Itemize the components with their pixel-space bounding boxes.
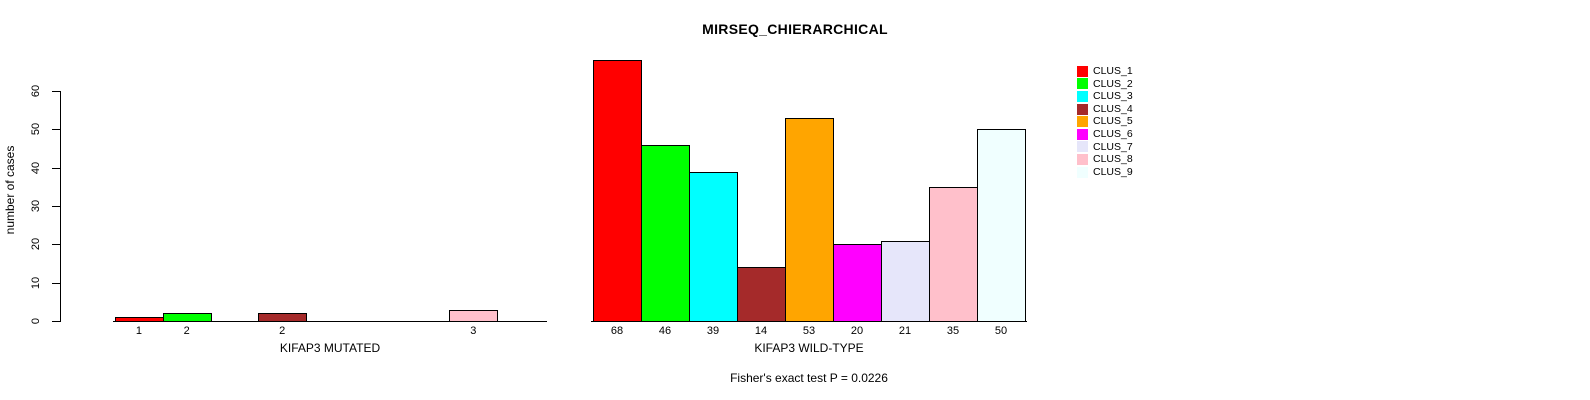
- y-axis-tick-label: 10: [30, 276, 42, 289]
- legend-swatch: [1077, 103, 1088, 115]
- bar-right-clus_9: [977, 129, 1026, 322]
- bar-label: 46: [658, 325, 672, 337]
- y-axis-tick: [52, 129, 60, 131]
- bar-label: 14: [754, 325, 768, 337]
- legend-label: CLUS_1: [1093, 65, 1133, 77]
- legend-label: CLUS_2: [1093, 77, 1133, 90]
- legend-item: CLUS_7: [1077, 141, 1133, 154]
- y-axis-tick: [52, 244, 60, 246]
- legend-swatch: [1077, 65, 1088, 77]
- bar-label: 1: [135, 325, 142, 337]
- bar-label: 39: [706, 325, 720, 337]
- legend-label: CLUS_4: [1093, 102, 1133, 115]
- bar-right-clus_2: [641, 144, 690, 322]
- y-axis-tick-label: 30: [30, 199, 42, 213]
- y-axis-tick: [52, 321, 60, 322]
- bar-label: 50: [994, 325, 1008, 337]
- chart-title: MIRSEQ_CHIERARCHICAL: [702, 21, 888, 37]
- legend-item: CLUS_1: [1077, 65, 1133, 78]
- bar-label: 20: [850, 325, 864, 337]
- legend-label: CLUS_6: [1093, 127, 1133, 140]
- bar-right-clus_8: [929, 186, 978, 322]
- y-axis-tick-label: 50: [30, 123, 42, 136]
- legend-label: CLUS_5: [1093, 115, 1133, 128]
- bar-label: 68: [610, 325, 624, 337]
- bar-right-clus_1: [593, 60, 642, 322]
- legend-label: CLUS_8: [1093, 153, 1133, 166]
- bar-left-clus_4: [258, 313, 308, 322]
- x-axis-title-mutated: KIFAP3 MUTATED: [279, 341, 381, 355]
- legend-swatch: [1077, 116, 1088, 128]
- bar-label: 2: [279, 325, 286, 337]
- y-axis-tick-label: 20: [30, 238, 42, 251]
- stat-test-caption: Fisher's exact test P = 0.0226: [730, 371, 888, 385]
- legend-item: CLUS_8: [1077, 153, 1133, 166]
- legend-swatch: [1077, 141, 1088, 153]
- bar-left-clus_2: [162, 313, 212, 322]
- legend-swatch: [1077, 128, 1088, 140]
- legend-item: CLUS_3: [1077, 90, 1133, 103]
- bar-right-clus_6: [833, 244, 882, 322]
- bar-left-clus_8: [449, 309, 499, 322]
- y-axis-line: [60, 91, 61, 322]
- y-axis-tick-label: 40: [30, 161, 42, 174]
- bar-label: 2: [183, 325, 190, 337]
- legend-item: CLUS_6: [1077, 128, 1133, 141]
- legend-label: CLUS_7: [1093, 140, 1133, 153]
- y-axis-tick: [52, 282, 60, 284]
- legend-label: CLUS_3: [1093, 90, 1133, 103]
- bar-label: 3: [470, 325, 477, 337]
- bar-label: 21: [898, 325, 912, 337]
- legend-item: CLUS_4: [1077, 103, 1133, 116]
- legend-item: CLUS_9: [1077, 166, 1133, 179]
- y-axis-tick-label: 60: [30, 84, 42, 98]
- bar-right-clus_4: [737, 267, 786, 322]
- bar-left-clus_1: [115, 317, 164, 322]
- x-axis-line-left: [113, 321, 548, 322]
- bar-label: 53: [802, 325, 816, 337]
- y-axis-tick: [52, 167, 60, 169]
- legend-swatch: [1077, 78, 1088, 90]
- y-axis-tick-label: 0: [30, 317, 42, 325]
- legend: CLUS_1 CLUS_2 CLUS_3 CLUS_4 CLUS_5 CLUS_6 CLUS…: [1077, 65, 1133, 178]
- y-axis-tick: [52, 91, 60, 92]
- bar-right-clus_3: [689, 171, 738, 322]
- legend-item: CLUS_5: [1077, 115, 1133, 128]
- y-axis-title: number of cases: [3, 145, 17, 235]
- legend-label: CLUS_9: [1093, 165, 1133, 178]
- legend-item: CLUS_2: [1077, 78, 1133, 91]
- y-axis-tick: [52, 206, 60, 207]
- x-axis-title-wildtype: KIFAP3 WILD-TYPE: [754, 341, 864, 355]
- bar-right-clus_5: [785, 117, 834, 322]
- legend-swatch: [1077, 153, 1088, 165]
- legend-swatch: [1077, 166, 1088, 178]
- bar-right-clus_7: [881, 240, 930, 322]
- bar-label: 35: [946, 325, 960, 337]
- legend-swatch: [1077, 90, 1088, 102]
